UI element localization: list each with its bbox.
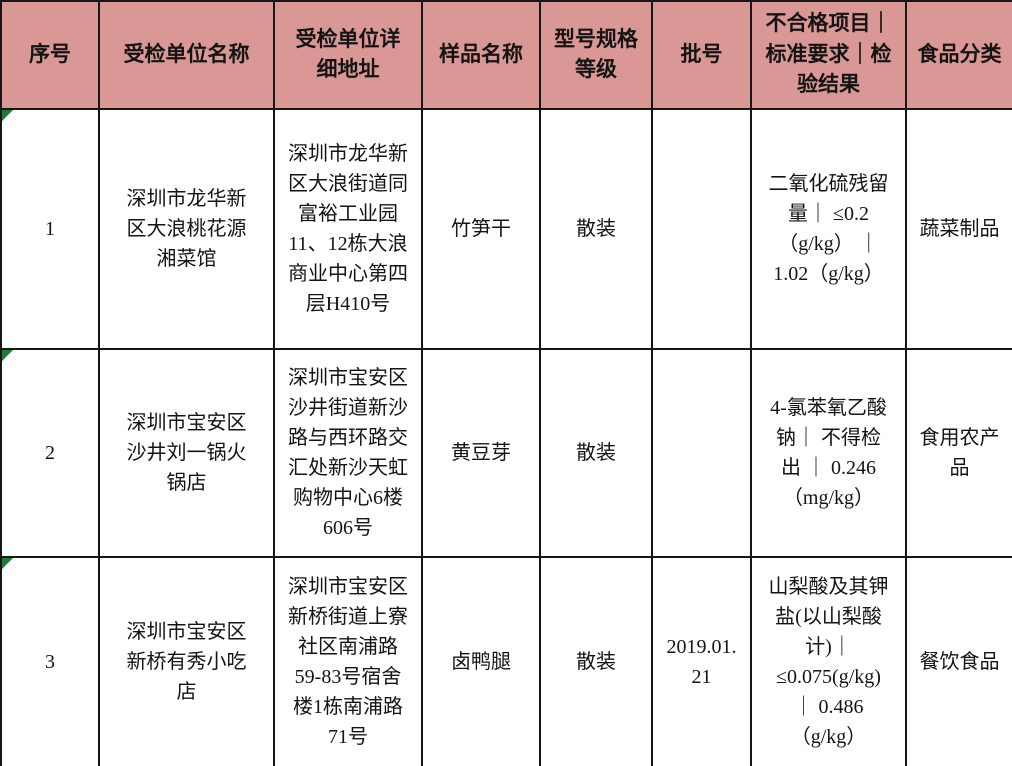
cell-sample-name: 竹笋干 — [421, 108, 541, 350]
cell-spec-grade: 散装 — [539, 108, 653, 350]
seq-value: 2 — [45, 442, 55, 464]
excel-flag-triangle-icon — [3, 559, 13, 569]
cell-result: 4-氯苯氧乙酸钠｜ 不得检出 ｜ 0.246（mg/kg） — [750, 348, 907, 558]
cell-unit-address: 深圳市龙华新区大浪街道同富裕工业园11、12栋大浪商业中心第四层H410号 — [273, 108, 423, 350]
cell-sample-name: 黄豆芽 — [421, 348, 541, 558]
cell-unit-name: 深圳市宝安区沙井刘一锅火锅店 — [98, 348, 275, 558]
cell-unit-address: 深圳市宝安区新桥街道上寮社区南浦路59-83号宿舍楼1栋南浦路71号 — [273, 556, 423, 766]
cell-result: 二氧化硫残留量｜ ≤0.2（g/kg） ｜ 1.02（g/kg） — [750, 108, 907, 350]
cell-sample-name: 卤鸭腿 — [421, 556, 541, 766]
cell-batch-no — [651, 108, 752, 350]
excel-flag-triangle-icon — [3, 111, 13, 121]
table-row: 1 深圳市龙华新区大浪桃花源湘菜馆 深圳市龙华新区大浪街道同富裕工业园11、12… — [0, 108, 1012, 350]
table-row: 3 深圳市宝安区新桥有秀小吃店 深圳市宝安区新桥街道上寮社区南浦路59-83号宿… — [0, 556, 1012, 766]
excel-flag-triangle-icon — [3, 351, 13, 361]
table-header-row: 序号 受检单位名称 受检单位详细地址 样品名称 型号规格等级 批号 不合格项目｜… — [0, 0, 1012, 110]
cell-unit-address: 深圳市宝安区沙井街道新沙路与西环路交汇处新沙天虹购物中心6楼606号 — [273, 348, 423, 558]
cell-batch-no: 2019.01.21 — [651, 556, 752, 766]
cell-food-category: 食用农产品 — [905, 348, 1012, 558]
header-food-category: 食品分类 — [905, 0, 1012, 110]
cell-food-category: 餐饮食品 — [905, 556, 1012, 766]
cell-unit-name: 深圳市龙华新区大浪桃花源湘菜馆 — [98, 108, 275, 350]
cell-result: 山梨酸及其钾盐(以山梨酸计)｜≤0.075(g/kg) ｜ 0.486（g/kg… — [750, 556, 907, 766]
cell-seq: 3 — [0, 556, 100, 766]
header-seq: 序号 — [0, 0, 100, 110]
header-batch-no: 批号 — [651, 0, 752, 110]
seq-value: 1 — [45, 218, 55, 240]
cell-spec-grade: 散装 — [539, 348, 653, 558]
table-row: 2 深圳市宝安区沙井刘一锅火锅店 深圳市宝安区沙井街道新沙路与西环路交汇处新沙天… — [0, 348, 1012, 558]
header-unit-address: 受检单位详细地址 — [273, 0, 423, 110]
cell-seq: 2 — [0, 348, 100, 558]
header-spec-grade: 型号规格等级 — [539, 0, 653, 110]
cell-food-category: 蔬菜制品 — [905, 108, 1012, 350]
cell-unit-name: 深圳市宝安区新桥有秀小吃店 — [98, 556, 275, 766]
header-unit-name: 受检单位名称 — [98, 0, 275, 110]
header-result: 不合格项目｜标准要求｜检验结果 — [750, 0, 907, 110]
cell-seq: 1 — [0, 108, 100, 350]
seq-value: 3 — [45, 651, 55, 673]
header-sample-name: 样品名称 — [421, 0, 541, 110]
cell-spec-grade: 散装 — [539, 556, 653, 766]
cell-batch-no — [651, 348, 752, 558]
